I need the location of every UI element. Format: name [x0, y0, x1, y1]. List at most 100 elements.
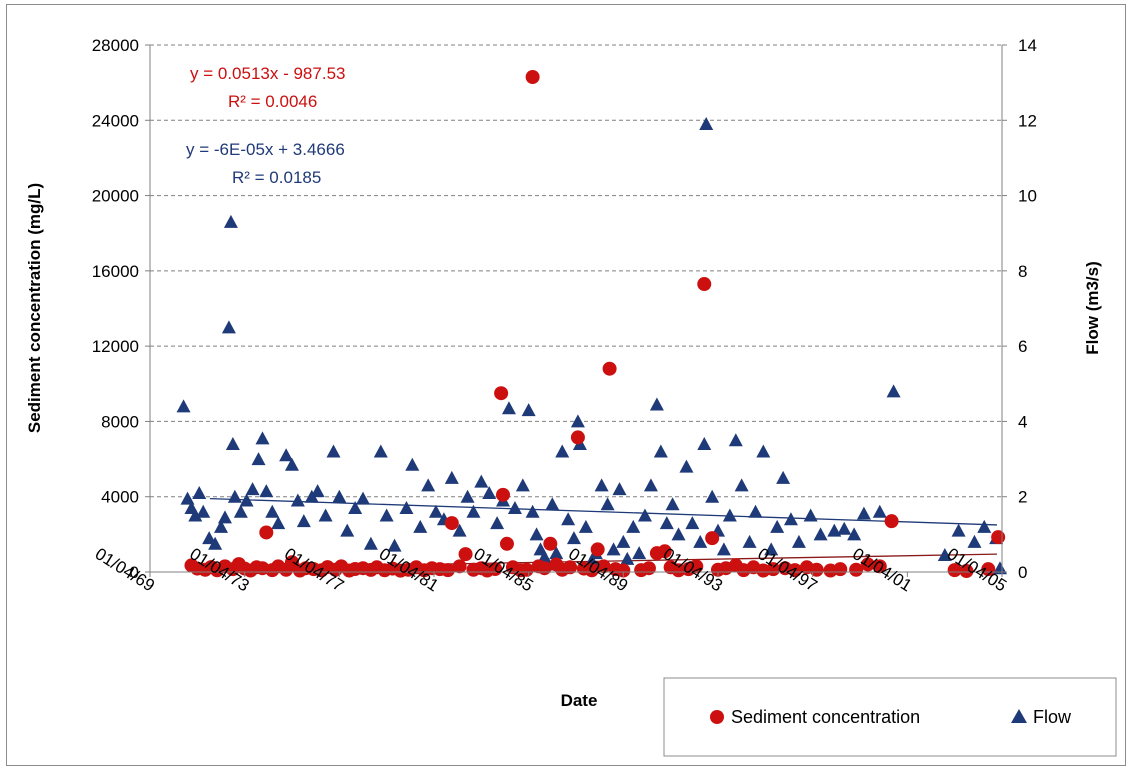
flow-point — [221, 320, 236, 334]
y-left-tick-label: 12000 — [92, 337, 139, 356]
flow-point — [813, 527, 828, 541]
flow-point — [649, 397, 664, 411]
flow-point — [600, 497, 615, 511]
flow-point — [318, 508, 333, 522]
flow-point — [265, 504, 280, 518]
flow-point — [967, 534, 982, 548]
flow-point — [837, 521, 852, 535]
x-axis-title: Date — [561, 691, 598, 710]
data-points — [176, 69, 1007, 579]
flow-point — [620, 551, 635, 565]
sediment-point — [872, 559, 887, 574]
sediment-point — [543, 536, 558, 551]
flow-point — [791, 534, 806, 548]
flow-point — [566, 531, 581, 545]
legend-label-sediment: Sediment concentration — [731, 707, 920, 727]
sediment-point — [440, 563, 455, 578]
sediment-point — [705, 531, 720, 546]
flow-point — [490, 516, 505, 530]
sediment-point — [787, 563, 802, 578]
sediment-point — [959, 564, 974, 579]
flow-point — [296, 514, 311, 528]
flow-point — [525, 504, 540, 518]
flow-point — [977, 519, 992, 533]
flow-point — [555, 444, 570, 458]
flow-point — [196, 504, 211, 518]
y-right-tick-label: 14 — [1018, 36, 1037, 55]
flow-point — [748, 504, 763, 518]
y-left-tick-label: 20000 — [92, 187, 139, 206]
sediment-point — [570, 430, 585, 445]
y-axis-left-title: Sediment concentration (mg/L) — [25, 183, 44, 433]
y-left-tick-label: 24000 — [92, 111, 139, 130]
flow-point — [653, 444, 668, 458]
flow-point — [803, 508, 818, 522]
flow-point — [444, 470, 459, 484]
legend: Sediment concentration Flow — [663, 677, 1117, 757]
y-right-tick-label: 8 — [1018, 262, 1027, 281]
sediment-point — [981, 562, 996, 577]
flow-point — [239, 493, 254, 507]
flow-point — [233, 504, 248, 518]
flow-point — [399, 501, 414, 515]
legend-marker-sediment — [710, 710, 724, 724]
sediment-trend-r2: R² = 0.0046 — [228, 92, 317, 111]
sediment-trend-equation: y = 0.0513x - 987.53 — [190, 64, 345, 83]
flow-point — [413, 519, 428, 533]
flow-point — [722, 508, 737, 522]
flow-point — [937, 548, 952, 562]
flow-point — [521, 403, 536, 417]
flow-point — [217, 510, 232, 524]
y-right-tick-label: 2 — [1018, 488, 1027, 507]
flow-point — [379, 508, 394, 522]
flow-point — [202, 531, 217, 545]
flow-point — [697, 437, 712, 451]
flow-point — [284, 457, 299, 471]
flow-point — [612, 482, 627, 496]
flow-point — [326, 444, 341, 458]
flow-point — [847, 527, 862, 541]
flow-point — [373, 444, 388, 458]
y-right-tick-label: 0 — [1018, 563, 1027, 582]
y-right-tick-label: 4 — [1018, 412, 1027, 431]
flow-point — [214, 519, 229, 533]
sediment-point — [602, 361, 617, 376]
sediment-point — [458, 547, 473, 562]
flow-point — [255, 431, 270, 445]
flow-point — [474, 474, 489, 488]
sediment-point — [584, 563, 599, 578]
flow-point — [208, 536, 223, 550]
flow-point — [466, 504, 481, 518]
flow-point — [387, 538, 402, 552]
flow-point — [659, 516, 674, 530]
chart-frame — [6, 4, 1126, 766]
flow-point — [578, 519, 593, 533]
flow-trendline — [209, 497, 998, 526]
sediment-point — [259, 525, 274, 540]
flow-point — [606, 542, 621, 556]
flow-point — [632, 546, 647, 560]
flow-point — [259, 484, 274, 498]
flow-point — [570, 414, 585, 428]
sediment-point — [860, 557, 875, 572]
sediment-point — [525, 69, 540, 84]
flow-point — [951, 523, 966, 537]
flow-point — [405, 457, 420, 471]
flow-point — [734, 478, 749, 492]
flow-point — [192, 485, 207, 499]
sediment-point — [849, 562, 864, 577]
sediment-point — [519, 562, 534, 577]
flow-point — [671, 527, 686, 541]
flow-trend-equation: y = -6E-05x + 3.4666 — [186, 140, 345, 159]
flow-point — [225, 437, 240, 451]
flow-point — [856, 506, 871, 520]
flow-point — [355, 491, 370, 505]
sediment-point — [884, 514, 899, 529]
flow-point — [501, 401, 516, 415]
flow-point — [363, 536, 378, 550]
legend-label-flow: Flow — [1033, 707, 1072, 727]
flow-point — [421, 478, 436, 492]
flow-point — [616, 534, 631, 548]
flow-point — [245, 482, 260, 496]
